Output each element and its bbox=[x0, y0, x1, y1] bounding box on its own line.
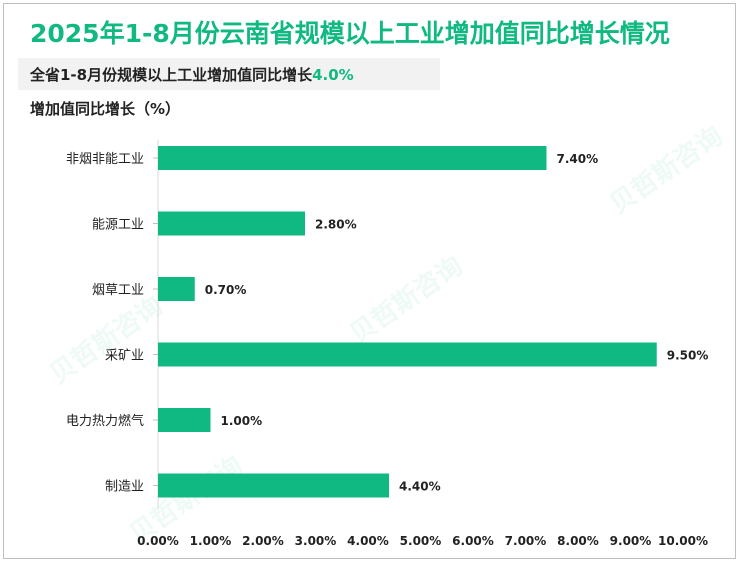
data-label: 1.00% bbox=[221, 414, 263, 428]
subtitle-prefix: 全省1-8月份规模以上工业增加值同比增长 bbox=[30, 66, 313, 84]
x-tick-label: 8.00% bbox=[557, 534, 599, 548]
bar bbox=[158, 211, 305, 236]
x-tick-label: 2.00% bbox=[242, 534, 284, 548]
category-label: 电力热力燃气 bbox=[66, 413, 144, 429]
data-label: 9.50% bbox=[667, 349, 709, 363]
chart-title: 2025年1-8月份云南省规模以上工业增加值同比增长情况 bbox=[30, 19, 670, 48]
bar bbox=[158, 146, 547, 170]
bar bbox=[158, 342, 657, 367]
x-tick-label: 5.00% bbox=[400, 534, 442, 548]
bar bbox=[158, 408, 211, 432]
data-label: 7.40% bbox=[557, 152, 599, 166]
x-tick-label: 4.00% bbox=[347, 534, 389, 548]
data-label: 2.80% bbox=[315, 218, 357, 232]
data-label: 4.40% bbox=[399, 480, 441, 494]
category-label: 非烟非能工业 bbox=[66, 152, 144, 167]
category-label: 能源工业 bbox=[92, 218, 144, 233]
x-tick-label: 3.00% bbox=[295, 534, 337, 548]
x-tick-label: 9.00% bbox=[610, 534, 652, 548]
y-axis-label: 增加值同比增长（%） bbox=[30, 100, 181, 118]
category-label: 采矿业 bbox=[105, 349, 144, 364]
category-label: 烟草工业 bbox=[92, 283, 144, 298]
category-label: 制造业 bbox=[105, 480, 144, 495]
x-tick-label: 10.00% bbox=[658, 534, 708, 548]
data-label: 0.70% bbox=[205, 283, 247, 297]
x-tick-label: 6.00% bbox=[452, 534, 494, 548]
bar bbox=[158, 277, 195, 301]
bar bbox=[158, 473, 389, 498]
x-tick-label: 1.00% bbox=[190, 534, 232, 548]
chart-subtitle: 全省1-8月份规模以上工业增加值同比增长4.0% bbox=[30, 64, 354, 85]
chart-frame bbox=[3, 3, 736, 559]
x-tick-label: 7.00% bbox=[505, 534, 547, 548]
subtitle-value: 4.0% bbox=[312, 66, 354, 84]
x-tick-label: 0.00% bbox=[137, 534, 179, 548]
subtitle-box bbox=[18, 58, 440, 90]
